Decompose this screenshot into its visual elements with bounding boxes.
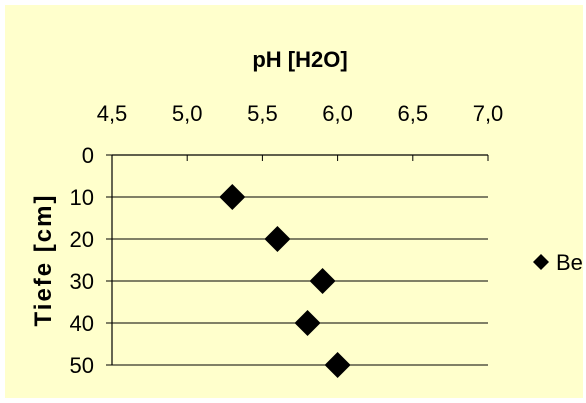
gridlines bbox=[112, 196, 488, 366]
x-tick-label: 4,5 bbox=[97, 101, 128, 126]
legend-label-be: Be bbox=[556, 250, 583, 275]
chart-area bbox=[5, 5, 583, 398]
data-points bbox=[219, 184, 351, 378]
x-tick-labels: 4,5 5,0 5,5 6,0 6,5 7,0 bbox=[97, 101, 504, 126]
y-axis-title: Tiefe [cm] bbox=[30, 194, 57, 327]
x-tick-label: 5,0 bbox=[172, 101, 203, 126]
x-tick-label: 6,5 bbox=[398, 101, 429, 126]
data-point bbox=[264, 226, 291, 252]
data-point bbox=[219, 184, 246, 210]
x-tick-label: 7,0 bbox=[473, 101, 504, 126]
y-tick-label: 30 bbox=[70, 269, 94, 294]
legend-marker-be bbox=[533, 254, 549, 270]
data-point bbox=[324, 352, 351, 378]
y-tick-label: 50 bbox=[70, 353, 94, 378]
x-axis-title: pH [H2O] bbox=[252, 47, 347, 72]
y-tick-label: 20 bbox=[70, 227, 94, 252]
x-tick-label: 5,5 bbox=[247, 101, 278, 126]
data-point bbox=[294, 310, 321, 336]
legend: Be bbox=[533, 250, 583, 275]
axes bbox=[106, 154, 489, 366]
y-tick-label: 10 bbox=[70, 185, 94, 210]
y-tick-label: 0 bbox=[82, 143, 94, 168]
y-tick-labels: 0 10 20 30 40 50 bbox=[70, 143, 94, 378]
data-point bbox=[309, 268, 336, 294]
y-tick-label: 40 bbox=[70, 311, 94, 336]
x-tick-label: 6,0 bbox=[322, 101, 353, 126]
